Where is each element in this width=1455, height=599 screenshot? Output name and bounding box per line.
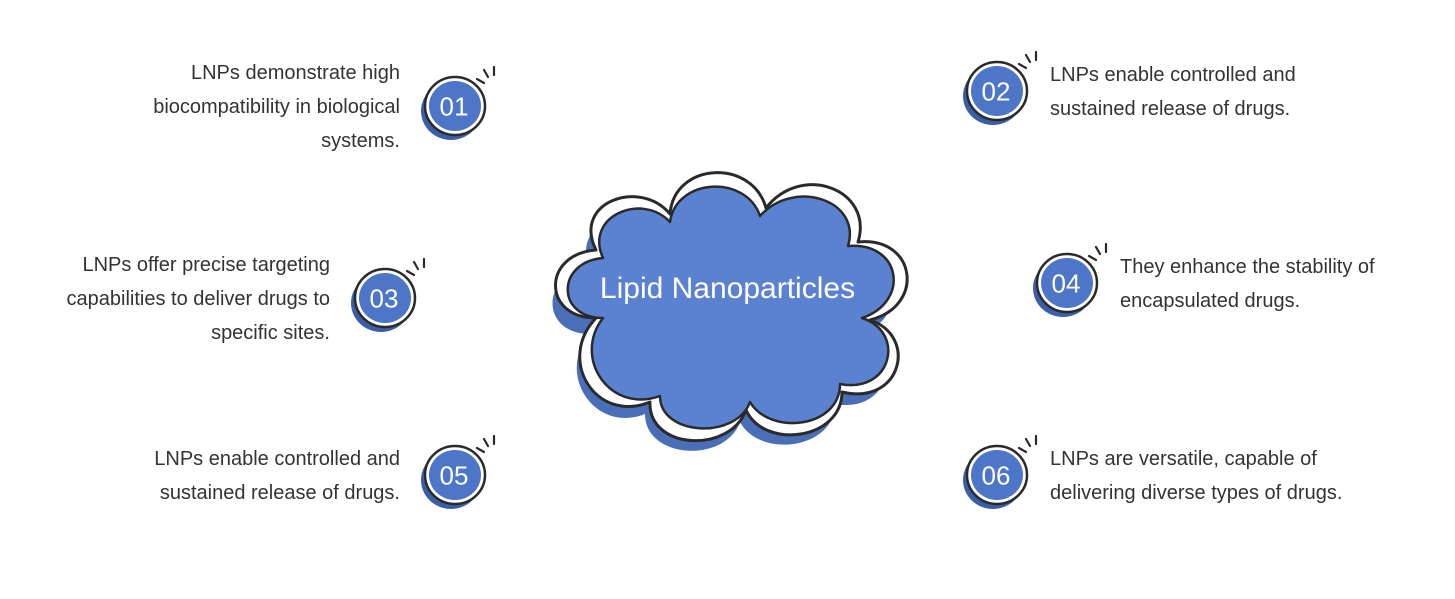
item-01: 01 LNPs demonstrate high biocompatibilit… [90, 56, 490, 158]
badge-03: 03 [348, 263, 420, 335]
badge-number: 02 [982, 77, 1011, 108]
item-03: 03 LNPs offer precise targeting capabili… [20, 248, 420, 350]
item-text: They enhance the stability of encapsulat… [1120, 250, 1430, 318]
sparkle-icon [474, 65, 500, 92]
badge-01: 01 [418, 71, 490, 143]
badge-number: 04 [1052, 269, 1081, 300]
badge-02: 02 [960, 56, 1032, 128]
item-text: LNPs enable controlled and sustained rel… [90, 442, 400, 510]
badge-number: 01 [440, 92, 469, 123]
sparkle-icon [1086, 242, 1112, 269]
item-04: 04 They enhance the stability of encapsu… [1030, 248, 1430, 320]
item-text: LNPs demonstrate high biocompatibility i… [90, 56, 400, 158]
sparkle-icon [1016, 434, 1042, 461]
badge-number: 03 [370, 284, 399, 315]
badge-04: 04 [1030, 248, 1102, 320]
item-text: LNPs are versatile, capable of deliverin… [1050, 442, 1360, 510]
center-title: Lipid Nanoparticles [600, 272, 855, 306]
item-06: 06 LNPs are versatile, capable of delive… [960, 440, 1360, 512]
badge-05: 05 [418, 440, 490, 512]
sparkle-icon [1016, 50, 1042, 77]
center-cloud: Lipid Nanoparticles [508, 130, 948, 470]
item-text: LNPs offer precise targeting capabilitie… [20, 248, 330, 350]
sparkle-icon [404, 257, 430, 284]
badge-06: 06 [960, 440, 1032, 512]
item-text: LNPs enable controlled and sustained rel… [1050, 58, 1360, 126]
item-02: 02 LNPs enable controlled and sustained … [960, 56, 1360, 128]
item-05: 05 LNPs enable controlled and sustained … [90, 440, 490, 512]
badge-number: 05 [440, 461, 469, 492]
sparkle-icon [474, 434, 500, 461]
badge-number: 06 [982, 461, 1011, 492]
